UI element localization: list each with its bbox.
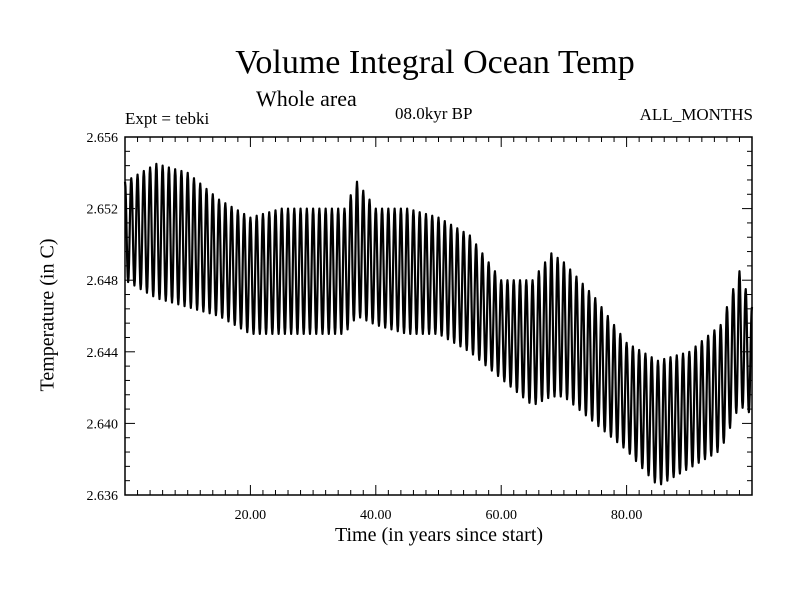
chart-subtitle: Whole area <box>256 86 357 111</box>
x-tick-label: 60.00 <box>485 508 517 523</box>
chart-title: Volume Integral Ocean Temp <box>235 44 635 81</box>
x-tick-label: 40.00 <box>360 508 392 523</box>
y-tick-label: 2.652 <box>87 203 119 218</box>
y-tick-label: 2.656 <box>87 131 119 146</box>
temperature-series-line <box>123 162 754 486</box>
period-label: 08.0kyr BP <box>395 104 473 123</box>
y-tick-label: 2.644 <box>87 346 119 361</box>
y-tick-label: 2.640 <box>87 417 119 432</box>
months-label: ALL_MONTHS <box>639 105 753 124</box>
y-tick-label: 2.648 <box>87 274 119 289</box>
tick-marks <box>125 137 752 495</box>
y-tick-label: 2.636 <box>87 489 119 504</box>
plot-frame <box>124 136 753 496</box>
tick-labels: 20.00 40.00 60.00 80.00 2.636 2.640 2.644 2.648… <box>87 131 643 523</box>
experiment-label: Expt = tebki <box>125 109 210 128</box>
x-axis-label: Time (in years since start) <box>334 524 544 546</box>
x-tick-label: 80.00 <box>611 508 643 523</box>
x-tick-label: 20.00 <box>235 508 267 523</box>
